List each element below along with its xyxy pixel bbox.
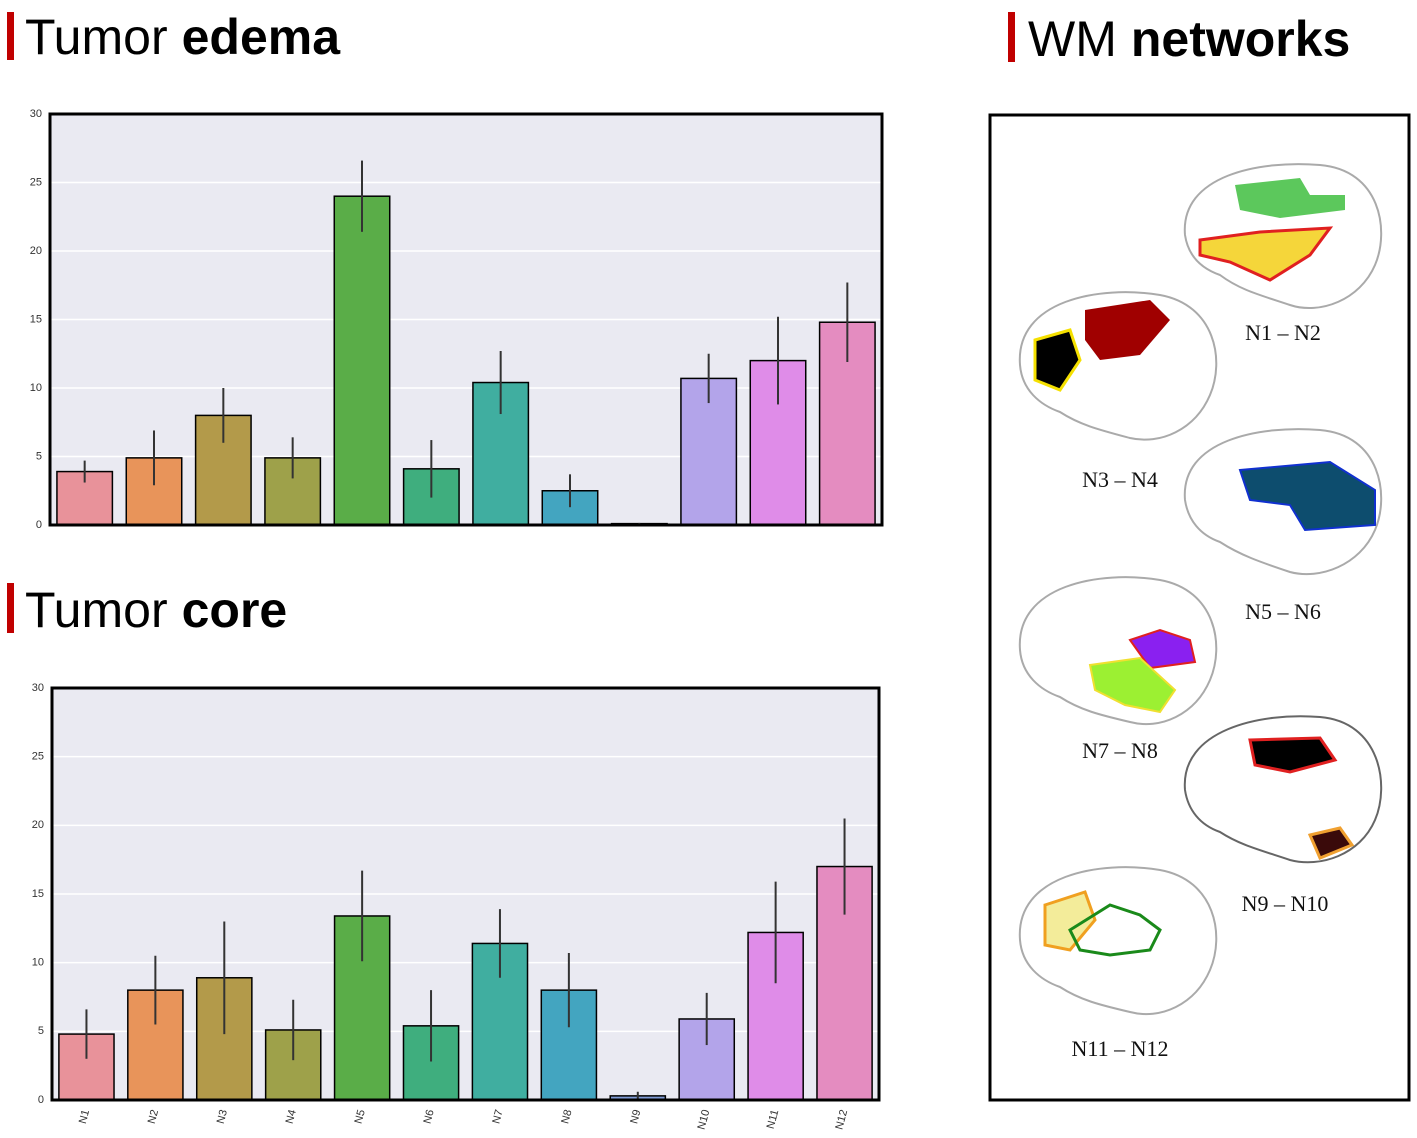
x-tick-label: N2 [146, 1108, 161, 1125]
x-tick-label: N8 [559, 1108, 574, 1125]
brain [1183, 715, 1383, 864]
title-bold: edema [182, 9, 342, 65]
blob [1043, 890, 1097, 952]
blob [1307, 826, 1355, 860]
y-tick-label: 25 [32, 751, 44, 763]
x-tick-label: N6 [422, 1108, 437, 1125]
blob [1248, 736, 1338, 774]
x-tick-label: N7 [490, 1108, 505, 1125]
y-tick-label: 15 [32, 888, 44, 900]
y-tick-label: 20 [32, 819, 44, 831]
plot-frame [48, 112, 884, 527]
blob [1033, 328, 1082, 392]
network-label: N7 – N8 [1082, 738, 1158, 763]
blob [1238, 460, 1376, 532]
y-tick-label: 20 [30, 245, 42, 257]
x-tick-label: N3 [215, 1108, 230, 1125]
x-tick-label: N10 [696, 1108, 713, 1131]
y-tick-label: 15 [30, 313, 42, 325]
title-bold: networks [1131, 11, 1351, 67]
blob [1068, 903, 1162, 957]
plot-frame [50, 686, 881, 1102]
y-tick-label: 25 [30, 176, 42, 188]
y-tick-label: 5 [36, 450, 42, 462]
network-label: N9 – N10 [1242, 891, 1329, 916]
y-tick-label: 30 [32, 682, 44, 694]
bar [333, 195, 391, 526]
title-bold: core [182, 582, 288, 638]
network-label: N1 – N2 [1245, 320, 1321, 345]
blob [1088, 656, 1177, 714]
x-tick-label: N9 [628, 1108, 643, 1125]
blob [1198, 226, 1334, 282]
bar [264, 457, 322, 526]
title-marker [7, 583, 14, 633]
title-marker [7, 12, 14, 60]
x-tick-label: N4 [284, 1108, 299, 1125]
y-tick-label: 0 [36, 519, 42, 531]
y-tick-label: 0 [38, 1094, 44, 1106]
network-label: N11 – N12 [1072, 1036, 1169, 1061]
chart-title: Tumor core [25, 582, 287, 638]
network-label: N3 – N4 [1082, 467, 1158, 492]
y-tick-label: 5 [38, 1025, 44, 1037]
y-tick-label: 30 [30, 108, 42, 120]
title-regular: Tumor [25, 582, 168, 638]
title-marker [1008, 12, 1015, 62]
y-tick-label: 10 [32, 957, 44, 969]
blob [1235, 178, 1345, 218]
blob [1085, 300, 1170, 360]
y-tick-label: 10 [30, 382, 42, 394]
x-tick-label: N12 [833, 1108, 850, 1131]
x-tick-label: N1 [77, 1108, 92, 1125]
title-regular: Tumor [25, 9, 168, 65]
network-blobs [1033, 178, 1376, 957]
chart-title: Tumor edema [25, 9, 341, 65]
title-regular: WM [1028, 11, 1117, 67]
panel-title: WM networks [1028, 11, 1350, 67]
x-tick-label: N5 [353, 1108, 368, 1125]
x-tick-label: N11 [765, 1108, 782, 1130]
network-label: N5 – N6 [1245, 599, 1321, 624]
